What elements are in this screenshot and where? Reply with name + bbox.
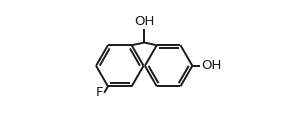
Text: OH: OH [134, 15, 154, 28]
Text: F: F [96, 86, 103, 99]
Text: OH: OH [201, 59, 222, 72]
